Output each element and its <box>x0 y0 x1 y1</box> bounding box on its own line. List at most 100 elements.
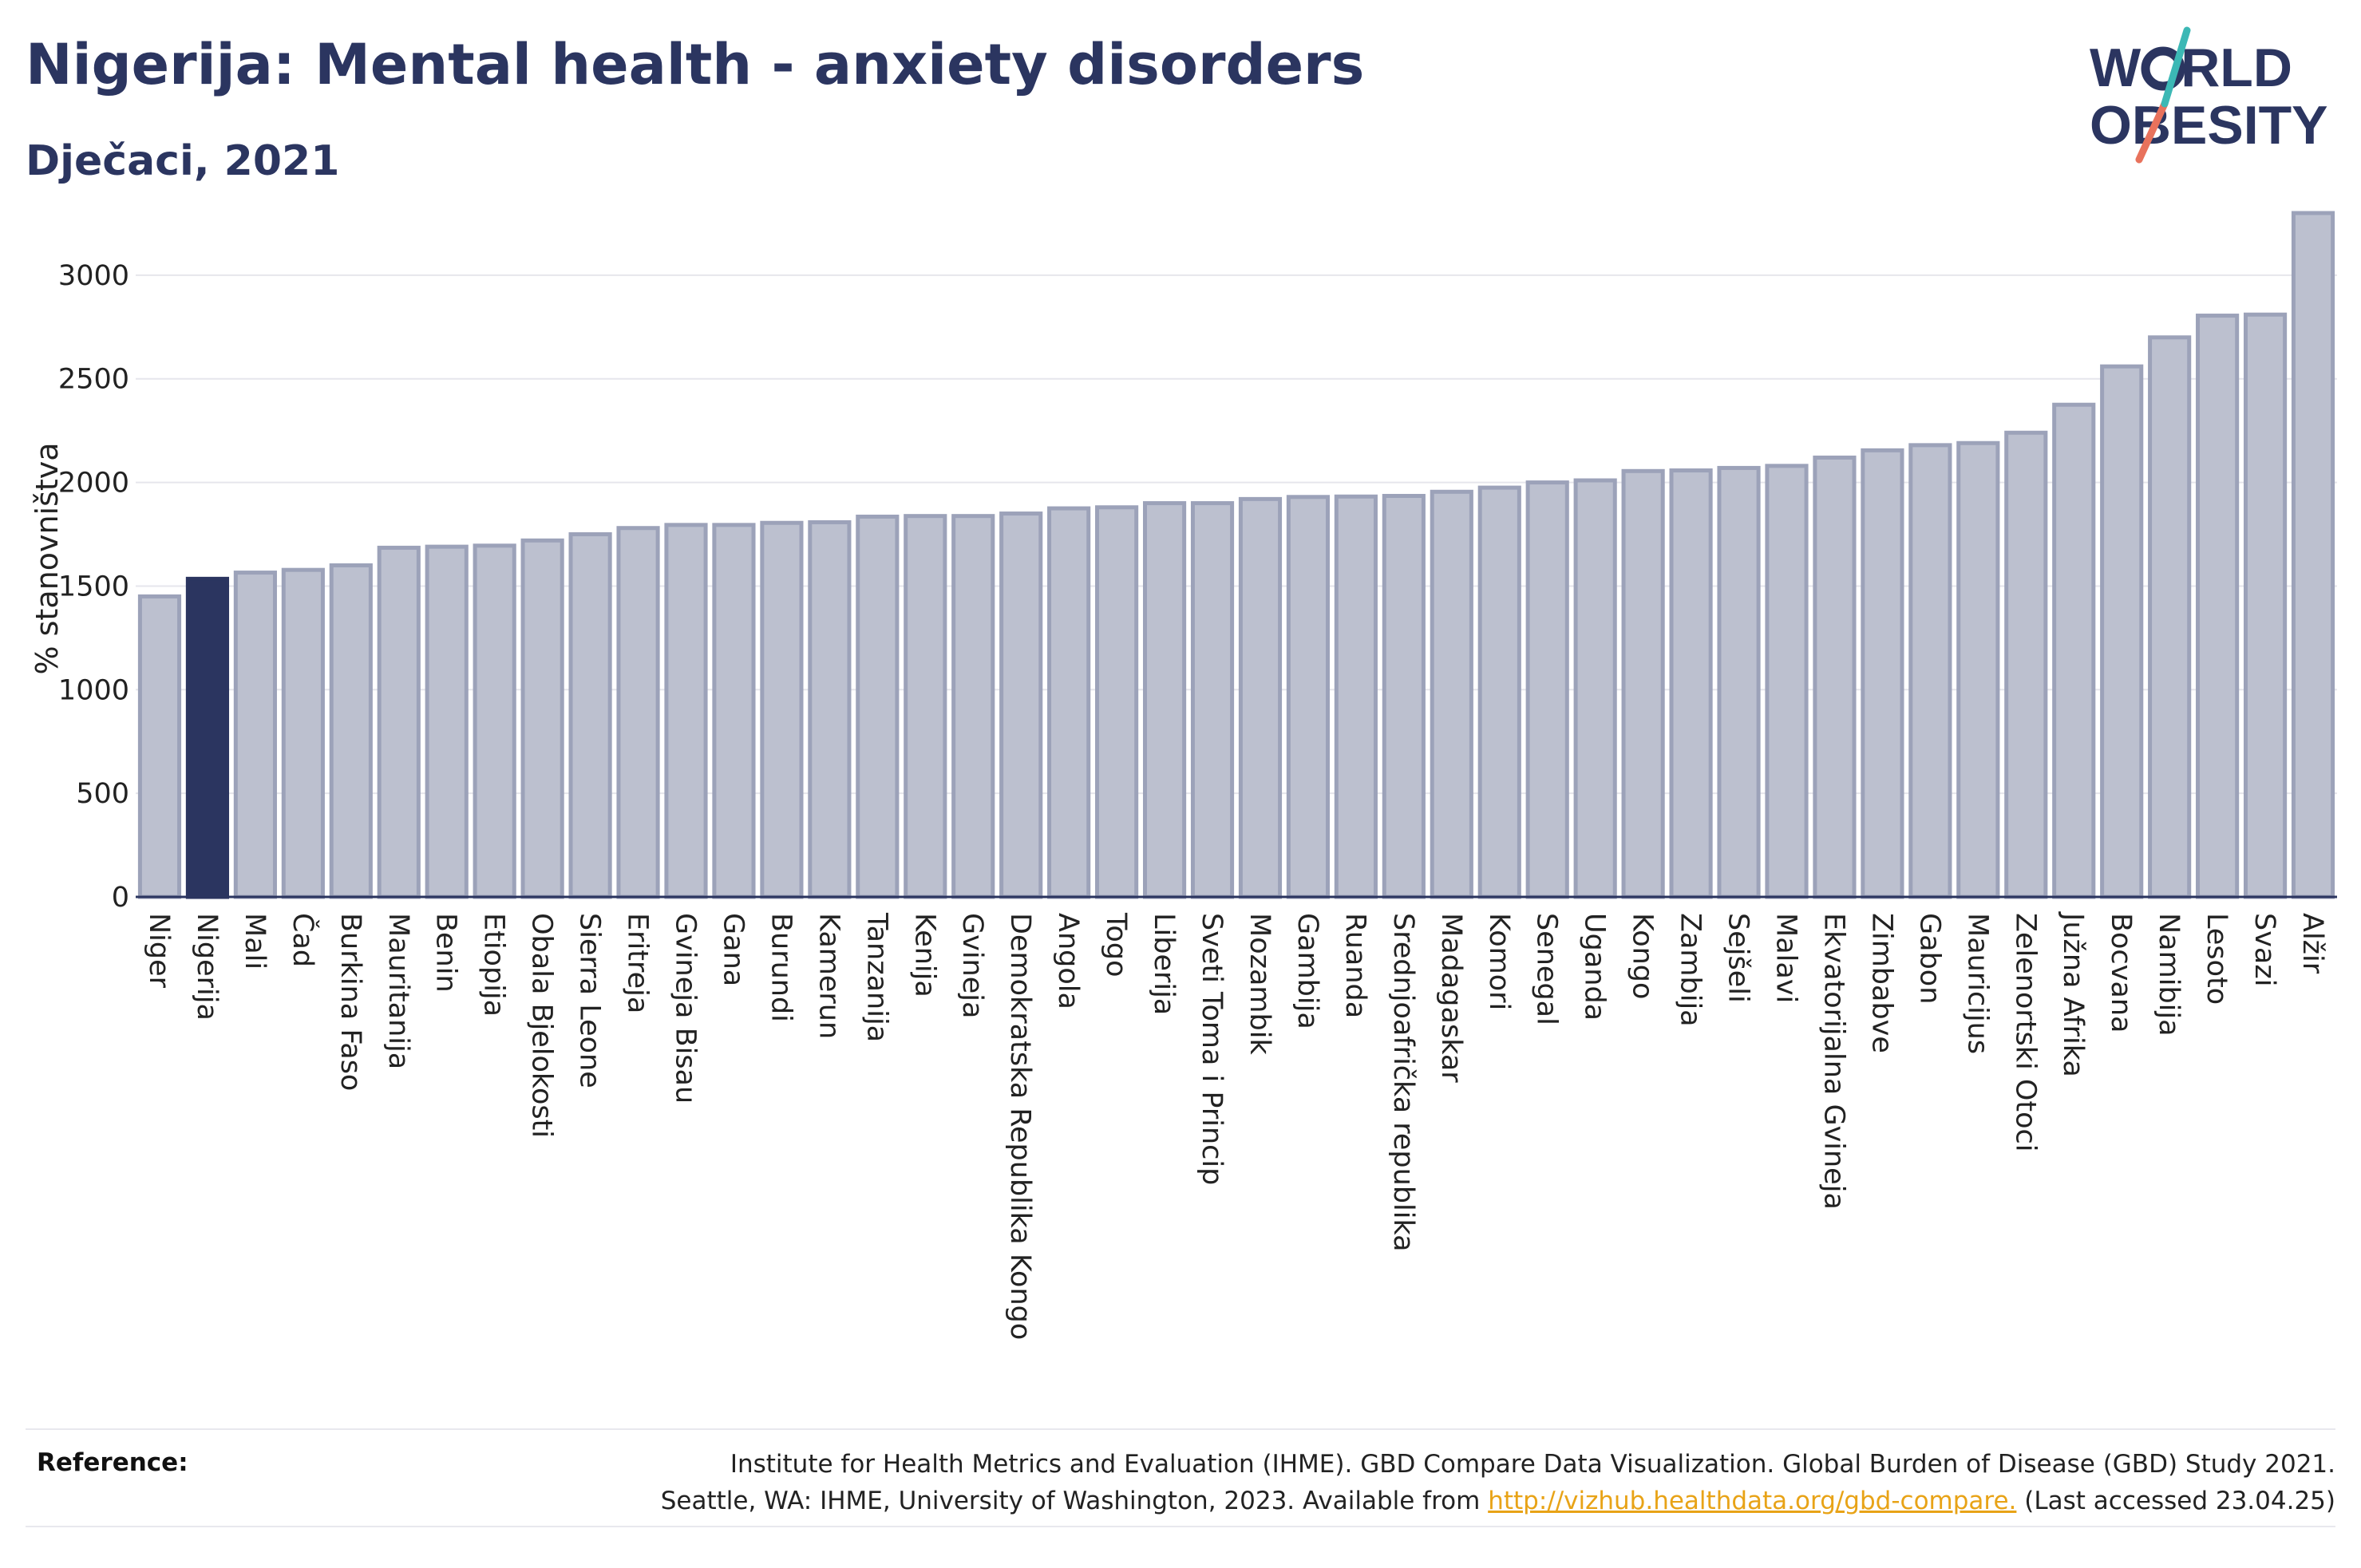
bar <box>329 563 373 899</box>
x-tick-label: Senegal <box>1531 913 1563 1025</box>
bar <box>1142 501 1187 899</box>
bar <box>281 567 325 899</box>
bar <box>425 544 469 899</box>
y-axis-label: % stanovništva <box>30 442 65 674</box>
reference-text: Institute for Health Metrics and Evaluat… <box>500 1446 2335 1519</box>
reference-link[interactable]: http://vizhub.healthdata.org/gbd-compare… <box>1488 1487 2017 1515</box>
x-tick-label: Nigerija <box>191 913 223 1021</box>
reference-label: Reference: <box>37 1448 188 1477</box>
x-tick-label: Tanzanija <box>860 912 892 1042</box>
x-tick-label: Bocvana <box>2105 913 2137 1033</box>
bar <box>377 545 421 899</box>
bar <box>1908 443 1952 899</box>
x-tick-label: Ekvatorijalna Gvineja <box>1817 913 1849 1210</box>
logo-o-ring <box>2141 46 2185 91</box>
bar <box>1669 468 1713 899</box>
logo-slash-teal <box>2161 26 2191 108</box>
reference-line2-post: (Last accessed 23.04.25) <box>2016 1487 2335 1515</box>
bar <box>2004 430 2048 899</box>
bar-layer <box>137 211 2335 899</box>
y-tick-label: 2000 <box>58 468 129 500</box>
x-tick-label: Demokratska Republika Kongo <box>1004 913 1036 1340</box>
bar <box>1286 495 1331 899</box>
bar <box>2052 402 2096 899</box>
bar <box>664 523 708 899</box>
x-tick-label: Lesoto <box>2201 913 2232 1005</box>
reference-line1: Institute for Health Metrics and Evaluat… <box>730 1450 2335 1479</box>
bar <box>568 532 612 899</box>
logo-text-obesity: OBESITY <box>2090 95 2328 156</box>
bar <box>1382 493 1426 899</box>
reference-line2-pre: Seattle, WA: IHME, University of Washing… <box>660 1487 1489 1515</box>
x-tick-label: Benin <box>430 913 462 993</box>
x-tick-label: Madagaskar <box>1435 913 1467 1083</box>
x-tick-label: Uganda <box>1579 913 1611 1021</box>
y-tick-label: 500 <box>76 778 129 810</box>
bar <box>2243 312 2288 899</box>
x-tick-label: Niger <box>143 913 175 989</box>
x-tick-label: Kongo <box>1627 913 1659 999</box>
bar <box>233 571 277 899</box>
x-tick-label: Kenija <box>908 913 940 997</box>
bar <box>1765 464 1809 899</box>
x-tick-label: Svazi <box>2248 913 2280 986</box>
x-tick-label: Kamerun <box>813 913 844 1039</box>
x-tick-label: Etiopija <box>478 913 510 1017</box>
bar <box>520 538 564 899</box>
label-layer: Niger Nigerija Mali Čad Burkina Faso Mauritan… <box>143 911 2328 1340</box>
x-tick-label: Liberija <box>1148 913 1180 1015</box>
x-tick-label: Obala Bjelokosti <box>526 913 558 1138</box>
y-tick-label: 0 <box>112 882 129 914</box>
bar <box>760 520 804 899</box>
bar-chart: 0 500 1000 1500 2000 2500 3000 Niger Nigerija Ma… <box>30 211 2337 1340</box>
bar <box>1190 501 1235 899</box>
bar <box>1813 455 1857 899</box>
bar <box>137 594 182 899</box>
bar-highlight <box>185 576 230 899</box>
x-tick-label: Angola <box>1052 913 1084 1009</box>
x-tick-label: Alžir <box>2296 913 2328 974</box>
chart-title: Nigerija: Mental health - anxiety disord… <box>26 32 1365 97</box>
bar <box>2148 335 2192 899</box>
bar <box>999 511 1043 899</box>
x-tick-label: Malavi <box>1770 913 1802 1003</box>
x-tick-label: Zelenortski Otoci <box>2009 913 2041 1151</box>
footer-divider-top <box>26 1428 2335 1430</box>
bar <box>1717 465 1761 899</box>
x-tick-label: Sejšeli <box>1722 913 1754 1003</box>
bar <box>473 543 516 899</box>
bar <box>2100 364 2144 899</box>
x-tick-label: Mozambik <box>1244 913 1275 1055</box>
x-tick-label: Zimbabve <box>1865 913 1897 1053</box>
bar <box>856 514 900 899</box>
bar <box>1861 448 1904 899</box>
bar <box>1095 505 1139 899</box>
bar <box>1573 478 1617 899</box>
bar <box>1430 489 1473 899</box>
bar <box>808 519 852 899</box>
x-tick-label: Gabon <box>1913 913 1945 1004</box>
logo-slash-red <box>2135 100 2169 164</box>
x-tick-label: Namibija <box>2153 913 2185 1037</box>
x-tick-label: Gvineja Bisau <box>670 913 702 1104</box>
bar <box>1047 506 1091 899</box>
bar <box>2291 211 2335 899</box>
x-tick-label: Mauricijus <box>1961 913 1993 1054</box>
x-tick-label: Gambija <box>1291 913 1323 1029</box>
x-tick-label: Eritreja <box>622 913 654 1013</box>
bar <box>1525 480 1569 899</box>
x-tick-label: Gana <box>717 913 749 986</box>
x-tick-label: Sveti Toma i Princip <box>1196 913 1228 1185</box>
bar <box>616 526 660 899</box>
x-tick-label: Togo <box>1100 912 1132 977</box>
x-tick-label: Burundi <box>765 913 797 1022</box>
axis-layer: 0 500 1000 1500 2000 2500 3000 <box>58 260 2337 914</box>
bar <box>1477 485 1521 899</box>
x-tick-label: Čad <box>287 913 320 967</box>
x-tick-label: Mauritanija <box>382 913 414 1069</box>
bar <box>1238 496 1283 899</box>
bar <box>1621 468 1665 899</box>
x-tick-label: Ruanda <box>1339 913 1371 1018</box>
y-tick-label: 2500 <box>58 364 129 396</box>
y-tick-label: 3000 <box>58 260 129 292</box>
